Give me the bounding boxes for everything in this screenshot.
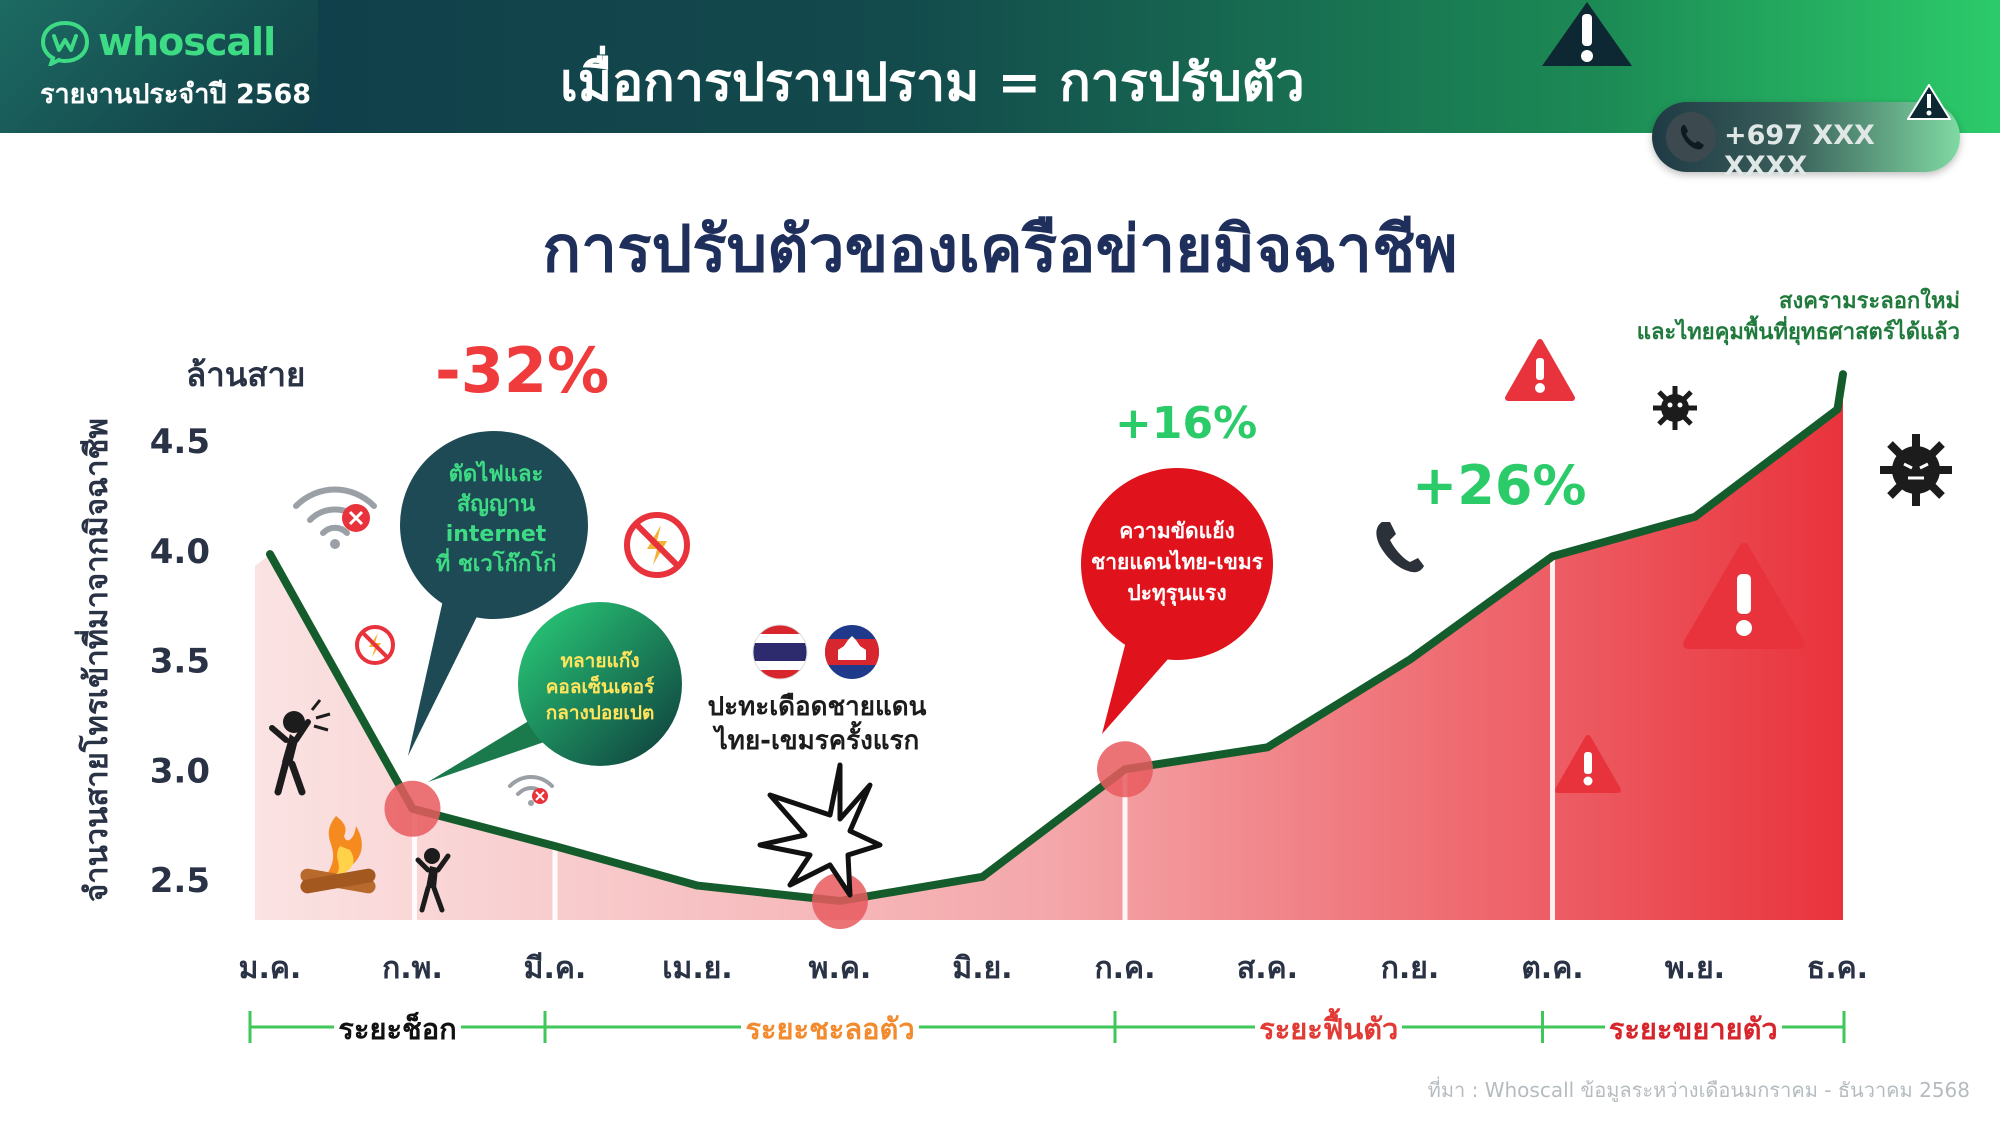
data-point-9: [1550, 554, 1555, 559]
drop-percent: -32%: [435, 334, 610, 407]
x-tick-label: ม.ค.: [239, 951, 302, 986]
chart-title: การปรับตัวของเครือข่ายมิจฉาชีพ: [542, 213, 1458, 287]
bubble-conflict-text: ความขัดแย้ง ชายแดนไทย-เขมร ปะทุรุนแรง: [1091, 519, 1263, 605]
warning-triangle-icon-1: [1505, 339, 1575, 401]
header-title: เมื่อการปราบปราม = การปรับตัว: [560, 53, 1305, 113]
warning-small-icon: [1907, 84, 1951, 120]
y-tick-label: 2.5: [150, 861, 210, 901]
data-point-2: [553, 844, 557, 849]
no-power-icon-large: [624, 512, 690, 578]
x-tick-label: ธ.ค.: [1807, 951, 1868, 986]
phase-label-0: ระยะช็อก: [334, 1006, 461, 1052]
border-clash-note: ปะทะเดือดชายแดน ไทย-เขมรครั้งแรก: [707, 692, 927, 756]
data-point-11: [1835, 407, 1840, 412]
x-tick-label: ต.ค.: [1521, 951, 1583, 986]
x-tick-label: ก.ค.: [1094, 951, 1155, 986]
x-tick-label: เม.ย.: [662, 951, 732, 986]
data-point-10: [1693, 514, 1697, 519]
highlight-point-1: [812, 872, 868, 929]
data-point-8: [1408, 657, 1412, 662]
data-point-0: [268, 552, 272, 557]
distressed-person-icon: [269, 699, 331, 796]
warning-triangle-icon-3: [1555, 735, 1621, 793]
y-tick-label: 4.0: [150, 532, 210, 572]
speech-bubble-conflict: [1081, 468, 1273, 734]
phase-label-1: ระยะชะลอตัว: [741, 1006, 919, 1052]
dancing-person-icon: [415, 848, 451, 913]
data-point-3: [695, 883, 700, 888]
bubble-call-center-text: ทลายแก๊ง คอลเซ็นเตอร์ กลางปอยเปต: [545, 650, 655, 724]
speech-bubble-power-cut: [400, 431, 588, 756]
warning-triangle-icon-2: [1683, 543, 1805, 649]
flag-cambodia: [825, 625, 879, 679]
phase-label-2: ระยะฟื้นตัว: [1255, 1006, 1403, 1052]
x-tick-label: มิ.ย.: [952, 951, 1012, 986]
phone-icon-chart: [1376, 522, 1424, 573]
phase-label-3: ระยะขยายตัว: [1604, 1006, 1782, 1052]
explosion-icon: [757, 762, 883, 898]
bubble-power-cut-text: ตัดไฟและ สัญญาน internet ที่ ชเวโก๊กโก่: [435, 462, 557, 577]
speech-bubble-call-center: [428, 602, 682, 782]
highlight-point-0: [384, 780, 441, 837]
phone-icon-circle: [1666, 112, 1716, 162]
highlight-point-2: [1097, 741, 1153, 798]
brand-name: whoscall: [98, 20, 276, 64]
source-note: ที่มา : Whoscall ข้อมูลระหว่างเดือนมกราค…: [1427, 1078, 1970, 1102]
virus-icon-small: [1653, 386, 1697, 430]
brand-box: whoscall รายงานประจำปี 2568: [0, 0, 318, 133]
phone-pill: +697 XXX XXXX: [1652, 102, 1960, 182]
wifi-off-icon-large: [293, 486, 377, 549]
report-label: รายงานประจำปี 2568: [40, 79, 312, 110]
campfire-icon: [300, 816, 376, 894]
y-tick-label: 4.5: [150, 422, 210, 462]
phone-number: +697 XXX XXXX: [1724, 120, 1875, 182]
header-bar: whoscall รายงานประจำปี 2568 เมื่อการปราบ…: [0, 0, 2000, 133]
unit-label: ล้านสาย: [186, 355, 306, 394]
rise-percent-1: +16%: [1115, 398, 1258, 449]
area-fill: [255, 374, 1843, 920]
top-right-note: สงครามระลอกใหม่ และไทยคุมพื้นที่ยุทธศาสตร…: [1636, 289, 1960, 345]
warning-triangle-icon: [1542, 2, 1632, 66]
data-point-7: [1265, 745, 1270, 750]
whoscall-logo-icon: [40, 20, 90, 66]
x-tick-label: ส.ค.: [1237, 951, 1298, 986]
flag-thailand: [752, 624, 808, 680]
wifi-off-icon-small: [508, 775, 554, 806]
y-tick-label: 3.0: [150, 751, 210, 791]
no-power-icon-small: [355, 625, 395, 665]
x-tick-label: พ.ค.: [809, 951, 872, 986]
data-point-5: [980, 874, 985, 879]
phone-icon: [1680, 125, 1704, 150]
virus-icon-large: [1880, 434, 1952, 506]
x-tick-label: มี.ค.: [524, 951, 587, 986]
y-tick-label: 3.5: [150, 642, 210, 682]
rise-percent-2: +26%: [1412, 454, 1587, 517]
x-tick-label: พ.ย.: [1665, 951, 1725, 986]
x-tick-label: ก.ย.: [1381, 951, 1440, 986]
x-tick-label: ก.พ.: [382, 951, 443, 986]
